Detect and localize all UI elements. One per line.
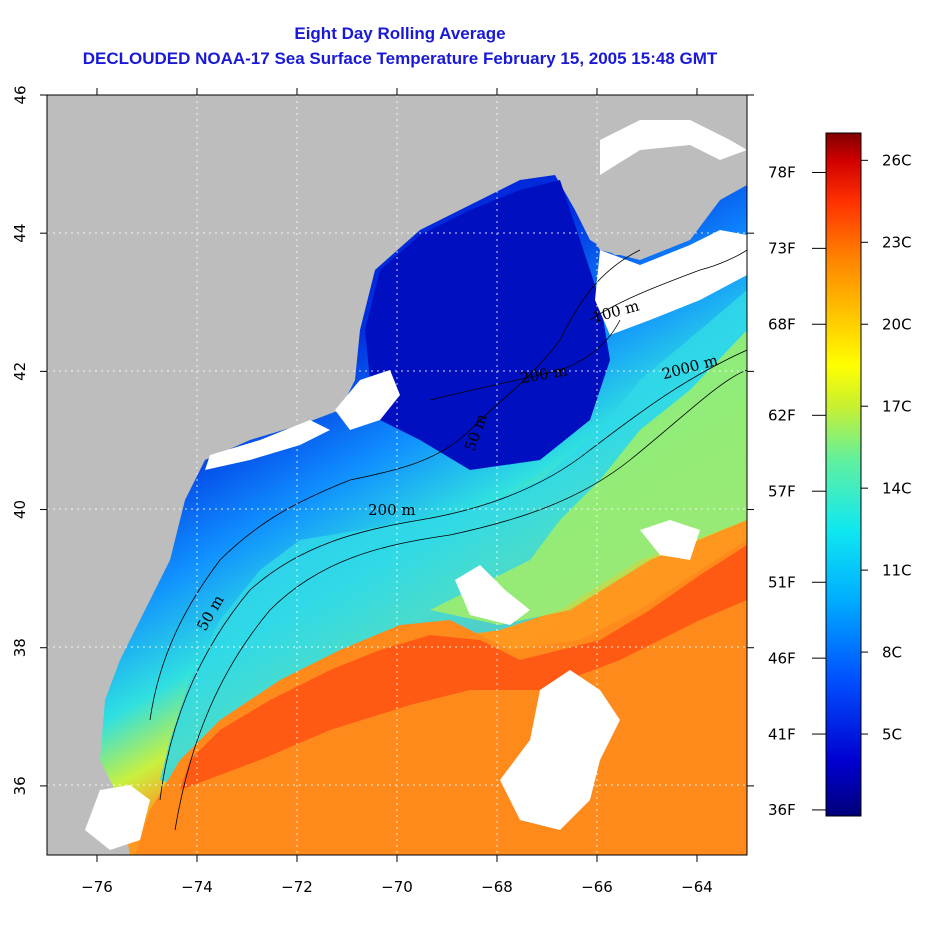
x-tick-label: −72 — [281, 878, 313, 896]
cape-cod-white — [335, 370, 400, 430]
map-gridlines — [47, 95, 747, 855]
colorbar-label-celsius: 5C — [882, 725, 902, 743]
colorbar-label-celsius: 23C — [882, 234, 912, 252]
no-data-patch — [455, 565, 530, 625]
colorbar-label-fahrenheit: 57F — [768, 482, 796, 500]
shelf-slope-water — [160, 290, 747, 790]
contour-200m — [159, 349, 747, 801]
contour-2000m — [174, 369, 747, 831]
y-tick-label: 38 — [11, 638, 29, 657]
colorbar-label-celsius: 17C — [882, 397, 912, 415]
y-tick-label: 46 — [11, 85, 29, 104]
map-title: Eight Day Rolling Average — [294, 24, 506, 43]
x-tick-label: −70 — [381, 878, 413, 896]
y-tick-label: 36 — [11, 776, 29, 795]
no-data-patch — [85, 785, 150, 850]
x-tick-label: −76 — [81, 878, 113, 896]
colorbar-label-fahrenheit: 68F — [768, 315, 796, 333]
gulf-of-maine-cold-water — [365, 180, 610, 470]
x-tick-label: −68 — [481, 878, 513, 896]
x-tick-label: −64 — [681, 878, 713, 896]
colorbar-label-fahrenheit: 62F — [768, 407, 796, 425]
colorbar-label-celsius: 14C — [882, 479, 912, 497]
colorbar-label-fahrenheit: 73F — [768, 240, 796, 258]
nova-scotia-snow-edge — [600, 120, 747, 175]
map-axes: −76 −74 −72 −70 −68 −66 −64 36 38 40 42 44 46 — [11, 85, 754, 896]
colorbar-label-fahrenheit: 78F — [768, 164, 796, 182]
x-tick-label: −74 — [181, 878, 213, 896]
colorbar-label-fahrenheit: 46F — [768, 649, 796, 667]
contour-bank — [429, 319, 621, 401]
colorbar-label-celsius: 20C — [882, 315, 912, 333]
bathymetry-contours — [149, 249, 747, 831]
colorbar-label-fahrenheit: 41F — [768, 725, 796, 743]
colorbar-labels: 26C 23C 20C 17C 14C 11C 8C 5C 78F 73F 68F 62F 57F 51F… — [768, 152, 912, 820]
ns-coastal-white — [595, 230, 747, 335]
colorbar-label-celsius: 8C — [882, 643, 902, 661]
long-island-white — [205, 420, 330, 470]
contour-50m — [149, 249, 641, 721]
x-tick-label: −66 — [581, 878, 613, 896]
colorbar — [825, 132, 862, 817]
contour-label: 200 m — [368, 501, 416, 519]
y-tick-label: 42 — [11, 362, 29, 381]
map-subtitle: DECLOUDED NOAA-17 Sea Surface Temperatur… — [82, 49, 718, 68]
gulf-stream-core — [180, 545, 747, 790]
y-tick-label: 44 — [11, 224, 29, 243]
colorbar-label-fahrenheit: 36F — [768, 801, 796, 819]
nova-scotia-land — [575, 145, 747, 255]
colorbar-label-celsius: 26C — [882, 152, 912, 170]
sst-plot-area: 50 m 50 m 200 m 200 m 100 m 2000 m — [47, 95, 747, 855]
no-data-patch — [640, 520, 700, 560]
y-tick-label: 40 — [11, 500, 29, 519]
contour-100m — [589, 249, 747, 321]
colorbar-label-fahrenheit: 51F — [768, 574, 796, 592]
colorbar-label-celsius: 11C — [882, 561, 912, 579]
no-data-patch — [500, 670, 620, 830]
